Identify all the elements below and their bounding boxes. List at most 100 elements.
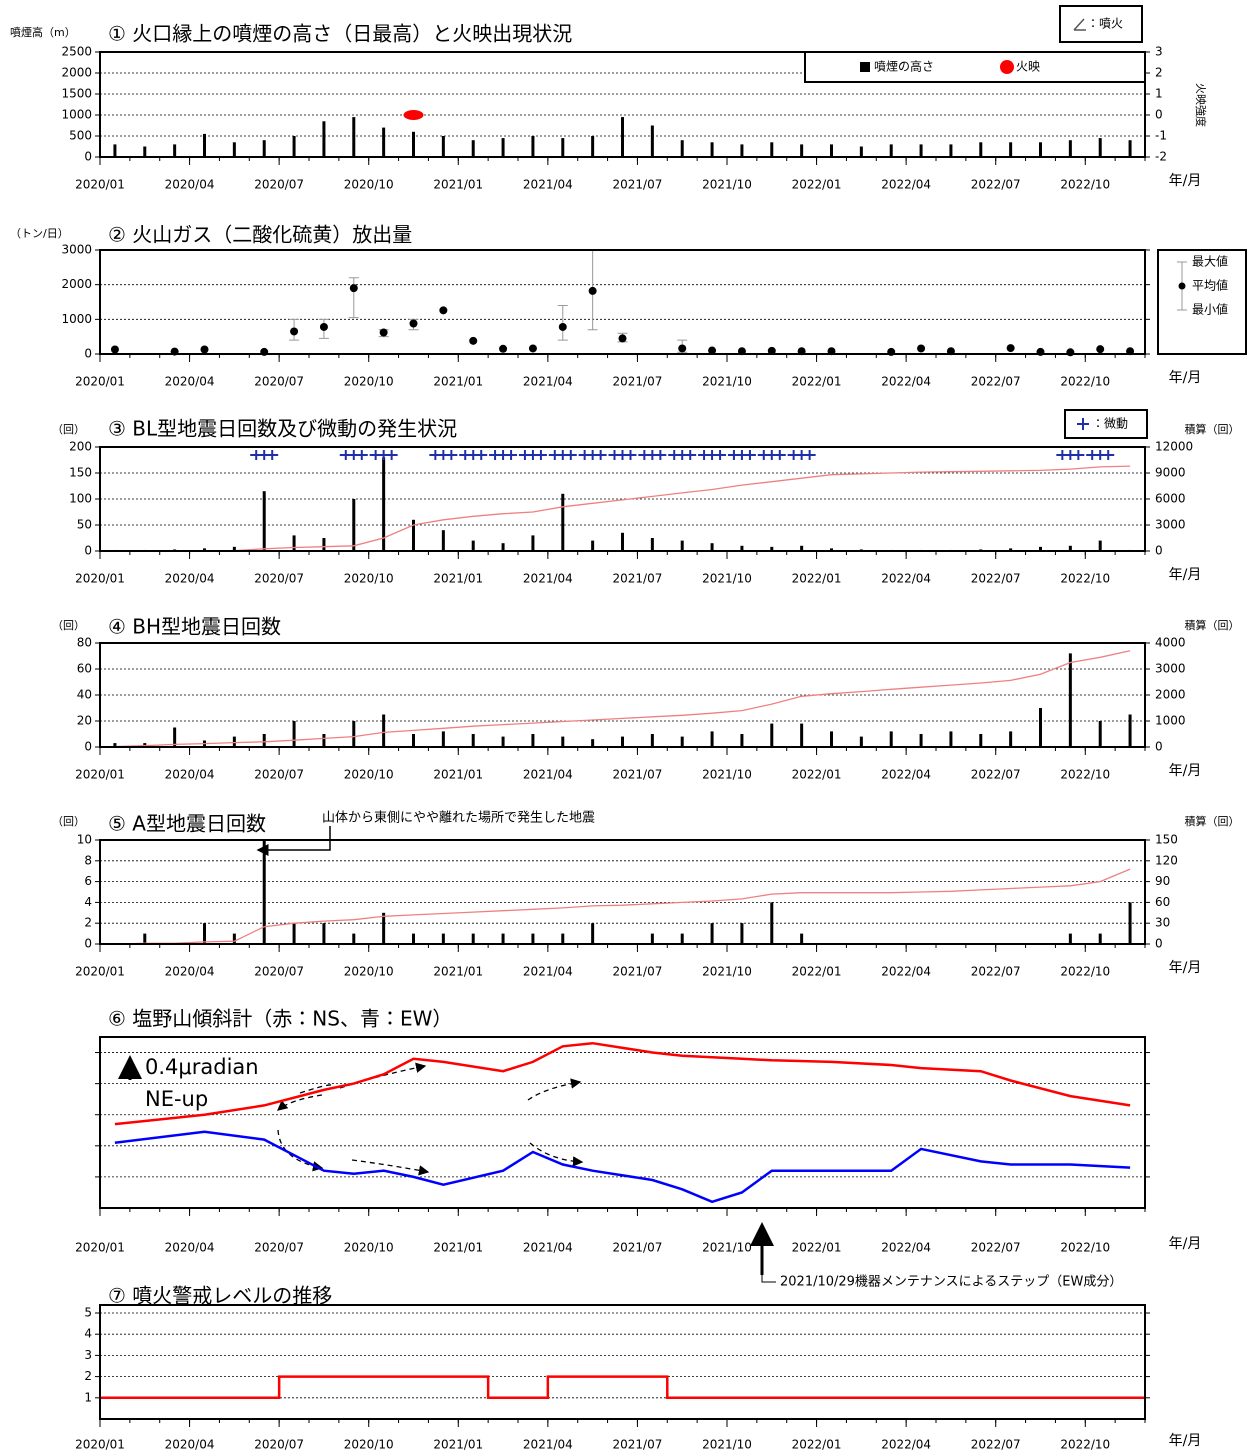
point	[439, 306, 448, 315]
x-tick-label: 2020/10	[344, 1438, 394, 1452]
y2-tick-label: 30	[1155, 916, 1170, 930]
legend-point	[1178, 282, 1186, 290]
x-axis-label: 年/月	[1169, 1236, 1202, 1252]
y2-tick-label: 12000	[1155, 440, 1193, 454]
tremor-mark	[608, 450, 637, 460]
plot-frame	[99, 1036, 1146, 1209]
line	[114, 1041, 1131, 1126]
x-tick-label: 2020/07	[254, 178, 304, 192]
line	[114, 1130, 1131, 1204]
x-tick-label: 2020/01	[75, 375, 125, 389]
x-tick-label: 2021/04	[523, 375, 573, 389]
y2-tick-label: 4000	[1155, 636, 1186, 650]
panel-title: ② 火山ガス（二酸化硫黄）放出量	[108, 223, 412, 247]
x-tick-label: 2020/10	[344, 178, 394, 192]
bar	[621, 532, 624, 551]
bar	[352, 933, 356, 944]
y2-axis-label: 積算（回）	[1185, 618, 1240, 632]
bar	[949, 144, 953, 157]
x-tick-label: 2021/07	[612, 1241, 662, 1255]
bar	[441, 933, 445, 944]
y-tick-label: 50	[77, 518, 92, 532]
x-tick-label: 2021/07	[612, 572, 662, 586]
y-tick-label: 200	[69, 440, 92, 454]
x-tick-label: 2021/07	[612, 965, 662, 979]
annotation: 山体から東側にやや離れた場所で発生した地震	[322, 810, 595, 826]
plot-frame	[99, 1304, 1146, 1420]
bar	[113, 144, 117, 157]
bar	[352, 499, 356, 551]
x-tick-label: 2020/07	[254, 1438, 304, 1452]
y-tick-label: 40	[77, 688, 92, 702]
x-tick-label: 2022/07	[971, 965, 1021, 979]
y-axis-label: （トン/日）	[10, 227, 69, 240]
bar	[650, 734, 654, 747]
point	[469, 336, 478, 345]
x-tick-label: 2020/01	[75, 965, 125, 979]
series	[113, 653, 1132, 747]
y-tick-label: 5	[84, 1306, 92, 1320]
bar	[232, 142, 236, 157]
y-tick-label: 2000	[61, 277, 92, 291]
bar	[292, 923, 296, 944]
bar	[1068, 140, 1072, 157]
bar	[203, 548, 206, 551]
plot-frame	[99, 839, 1146, 945]
bar	[382, 912, 386, 944]
panel-title: ③ BL型地震日回数及び微動の発生状況	[108, 417, 457, 441]
bar	[173, 144, 177, 157]
bar	[710, 923, 714, 944]
x-tick-label: 2022/10	[1060, 1241, 1110, 1255]
y2-tick-label: 3000	[1155, 518, 1186, 532]
y-tick-label: 8	[84, 853, 92, 867]
x-tick-label: 2022/01	[792, 965, 842, 979]
bar	[531, 535, 535, 551]
x-tick-label: 2022/10	[1060, 768, 1110, 782]
bar	[561, 138, 565, 157]
note-label: ：微動	[1092, 416, 1128, 431]
tremor-mark	[1086, 450, 1115, 460]
x-tick-label: 2021/01	[433, 375, 483, 389]
point	[200, 345, 209, 354]
tremor-mark	[518, 450, 547, 460]
series	[114, 1130, 1131, 1204]
y-tick-label: 2	[84, 916, 92, 930]
bar	[740, 545, 744, 551]
bar	[322, 923, 326, 944]
y2-tick-label: 2000	[1155, 688, 1186, 702]
x-tick-label: 2020/01	[75, 178, 125, 192]
x-tick-label: 2021/07	[612, 1438, 662, 1452]
panel-title: ⑦ 噴火警戒レベルの推移	[108, 1284, 332, 1308]
point	[499, 344, 508, 353]
y-tick-label: 10	[77, 833, 92, 847]
x-axis-label: 年/月	[1169, 173, 1202, 189]
tremor-mark	[698, 450, 727, 460]
bar	[501, 138, 505, 157]
series	[114, 1041, 1131, 1126]
x-tick-label: 2022/10	[1060, 572, 1110, 586]
panel-title: ⑥ 塩野山傾斜計（赤：NS、青：EW）	[108, 1007, 452, 1031]
bar	[979, 734, 983, 747]
tremor-mark	[757, 450, 786, 460]
bar	[352, 721, 356, 747]
tremor-mark	[459, 450, 488, 460]
bar	[680, 736, 684, 747]
bar	[680, 540, 684, 551]
x-tick-label: 2020/01	[75, 768, 125, 782]
y-axis-label: （回）	[52, 423, 85, 436]
y2-tick-label: 1	[1155, 87, 1163, 101]
note-box	[1059, 5, 1143, 43]
bar	[441, 530, 445, 551]
panel-title: ① 火口縁上の噴煙の高さ（日最高）と火映出現状況	[108, 22, 572, 46]
y-tick-label: 1000	[61, 312, 92, 326]
bar	[412, 519, 415, 551]
x-tick-label: 2020/04	[165, 1241, 215, 1255]
bar	[919, 734, 923, 747]
plot-frame	[99, 249, 1146, 355]
x-tick-label: 2022/01	[792, 178, 842, 192]
y2-axis-label: 積算（回）	[1185, 814, 1240, 828]
bar	[770, 723, 774, 747]
x-tick-label: 2021/01	[433, 1241, 483, 1255]
x-tick-label: 2021/01	[433, 1438, 483, 1452]
point	[588, 286, 597, 295]
